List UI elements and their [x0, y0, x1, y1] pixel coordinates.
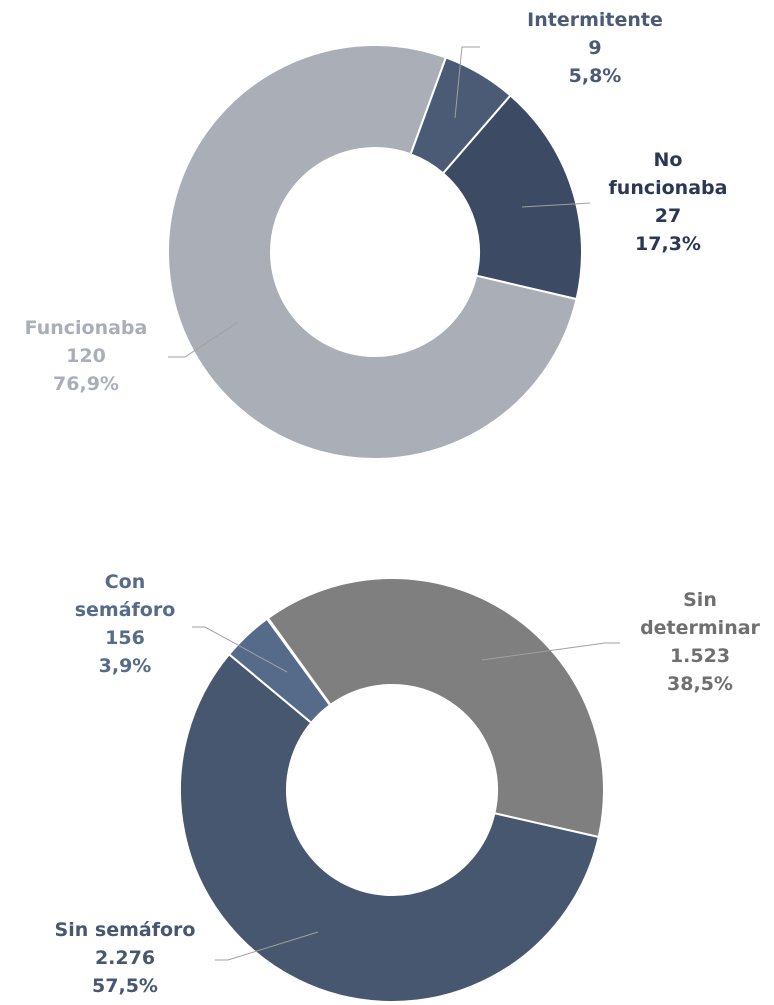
- label-name: Sin semáforo: [54, 919, 196, 941]
- slice-label: Funcionaba 120 76,9%: [6, 314, 166, 398]
- label-value: 9: [588, 37, 602, 59]
- label-name: Sin determinar: [640, 589, 760, 639]
- donut-slice: [441, 94, 583, 301]
- leader-line: [168, 321, 239, 358]
- slice-label: Con semáforo 156 3,9%: [60, 568, 190, 680]
- label-percent: 5,8%: [568, 65, 622, 87]
- leader-line: [521, 202, 591, 208]
- label-value: 1.523: [669, 645, 731, 667]
- label-percent: 57,5%: [92, 975, 158, 997]
- label-percent: 38,5%: [667, 673, 733, 695]
- label-name: Funcionaba: [24, 317, 148, 339]
- label-value: 27: [654, 205, 682, 227]
- slice-label: Sin semáforo 2.276 57,5%: [20, 916, 230, 1000]
- label-percent: 17,3%: [635, 233, 701, 255]
- label-name: Intermitente: [527, 9, 663, 31]
- leader-line: [454, 46, 480, 119]
- leader-line: [215, 931, 319, 961]
- label-percent: 3,9%: [98, 655, 152, 677]
- leader-line: [481, 642, 620, 661]
- donut-slice: [227, 617, 332, 725]
- donut-slice: [167, 44, 578, 460]
- slice-label: No funcionaba 27 17,3%: [593, 146, 743, 258]
- label-name: No funcionaba: [608, 149, 728, 199]
- label-name: Con semáforo: [74, 571, 176, 621]
- label-value: 2.276: [94, 947, 156, 969]
- slice-label: Sin determinar 1.523 38,5%: [620, 586, 774, 698]
- donut-slice: [266, 577, 605, 839]
- label-value: 120: [66, 345, 106, 367]
- leader-line: [192, 626, 288, 673]
- label-percent: 76,9%: [53, 373, 119, 395]
- slice-label: Intermitente 9 5,8%: [505, 6, 685, 90]
- label-value: 156: [105, 627, 145, 649]
- donut-slice: [179, 652, 600, 1003]
